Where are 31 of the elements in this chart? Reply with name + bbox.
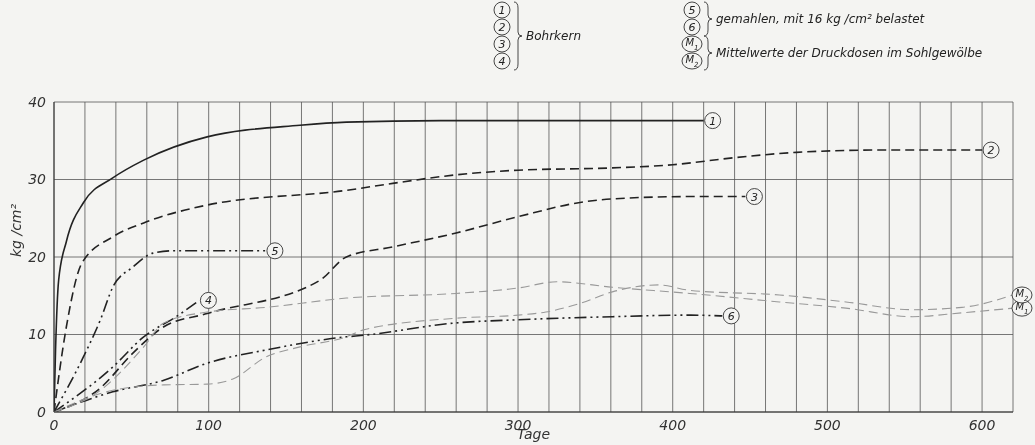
text: 4 (498, 55, 506, 68)
x-tick-label: 200 (349, 416, 377, 433)
x-tick-label: 100 (195, 416, 223, 433)
text: 2 (498, 21, 506, 34)
series-label: 2 (987, 144, 995, 158)
series-label: 3 (750, 190, 758, 204)
text: 6 (688, 21, 696, 34)
text: 5 (688, 4, 696, 17)
text: M$_{2}$ (685, 54, 699, 69)
series-label: M$_{2}$ (1015, 287, 1030, 303)
series-label: 6 (727, 309, 735, 323)
text: Bohrkern (526, 29, 581, 43)
x-tick-label: 400 (659, 416, 687, 433)
y-tick-label: 20 (28, 248, 47, 265)
text: 1 (498, 4, 506, 17)
series-label: 1 (709, 114, 717, 128)
x-tick-label: 0 (49, 416, 59, 433)
text: Mittelwerte der Druckdosen im Sohlgewölbe (716, 46, 983, 60)
series-label: 5 (271, 244, 279, 258)
series-label: M$_{1}$ (1015, 301, 1029, 317)
y-tick-label: 40 (28, 93, 47, 110)
text: 3 (498, 38, 506, 51)
y-tick-label: 10 (28, 326, 47, 343)
x-tick-label: 500 (814, 416, 841, 433)
series-label: 4 (204, 294, 212, 308)
y-tick-label: 30 (28, 171, 47, 188)
x-tick-label: 600 (968, 416, 996, 433)
y-tick-label: 0 (37, 403, 47, 420)
text: M$_{1}$ (685, 37, 699, 52)
y-axis-title: kg /cm² (7, 203, 24, 257)
text: gemahlen, mit 16 kg /cm² belastet (716, 12, 926, 26)
